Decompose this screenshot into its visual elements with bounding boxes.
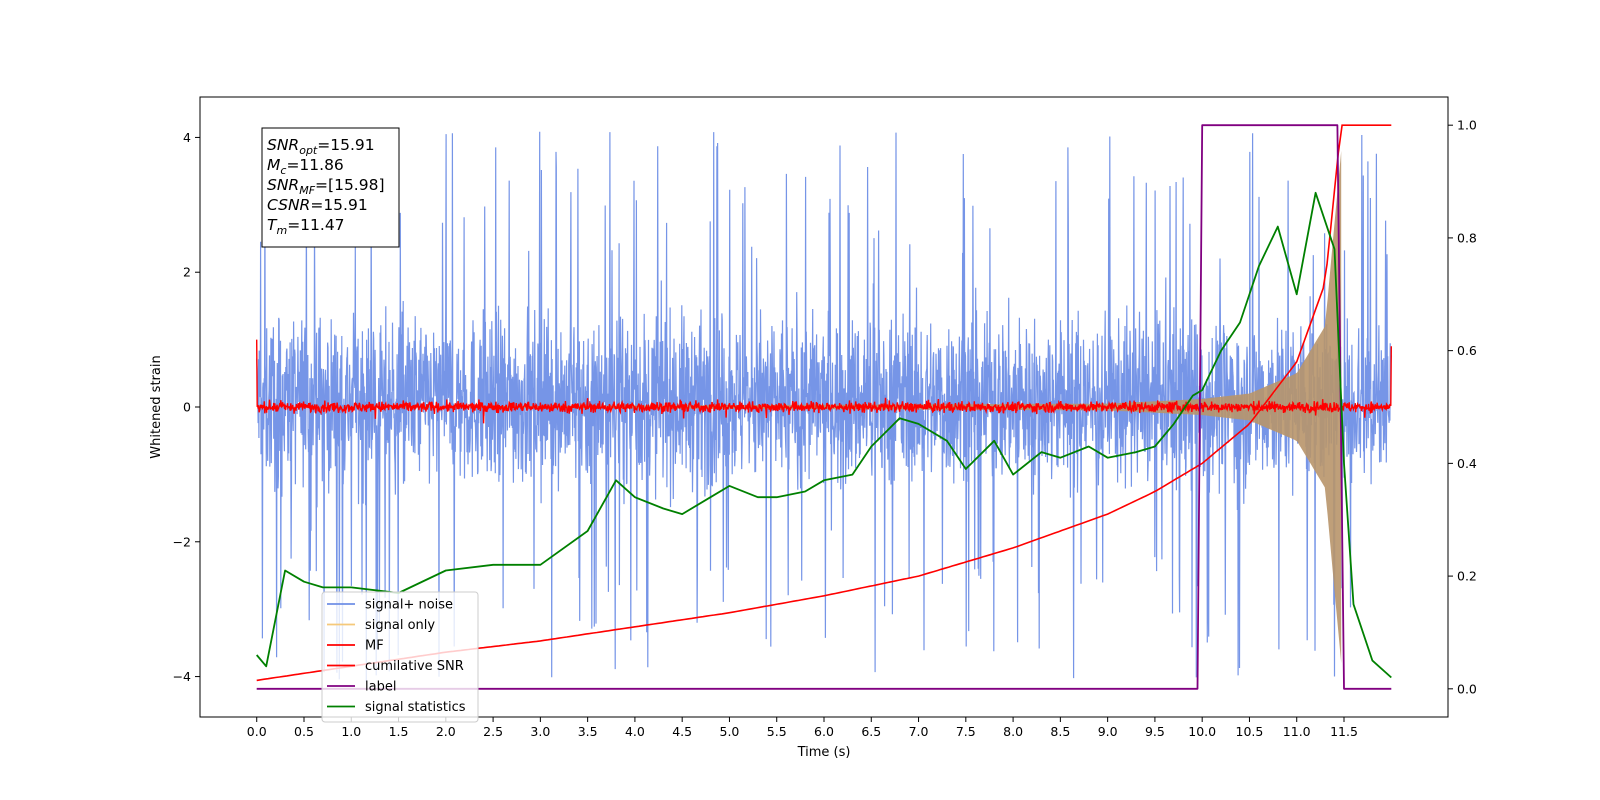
x-tick-label: 11.5 xyxy=(1330,724,1358,739)
info-box: SNRopt=15.91Mc=11.86SNRMF=[15.98]CSNR=15… xyxy=(261,127,400,248)
x-tick-label: 6.5 xyxy=(861,724,881,739)
x-tick-label: 4.5 xyxy=(672,724,692,739)
y-right-tick-label: 0.2 xyxy=(1457,569,1477,584)
x-tick-label: 11.0 xyxy=(1283,724,1311,739)
info-line: Mc=11.86 xyxy=(267,156,344,177)
info-subscript: c xyxy=(280,164,286,177)
x-tick-label: 9.0 xyxy=(1098,724,1118,739)
info-symbol: SNR xyxy=(267,176,299,194)
series-signal-noise xyxy=(256,131,1392,682)
info-value: =[15.98] xyxy=(315,176,384,194)
info-symbol: M xyxy=(267,156,280,174)
x-tick-label: 5.0 xyxy=(720,724,740,739)
y-right-tick-label: 0.0 xyxy=(1457,681,1477,696)
info-symbol: T xyxy=(267,216,278,234)
y-right-tick-label: 0.6 xyxy=(1457,343,1477,358)
y-axis-left: −4 −2 0 2 4 xyxy=(173,130,200,684)
info-symbol: SNR xyxy=(267,136,299,154)
legend-entry: signal+ noise xyxy=(365,598,453,613)
y-right-tick-label: 1.0 xyxy=(1457,118,1477,133)
info-value: =15.91 xyxy=(310,196,367,214)
x-tick-label: 4.0 xyxy=(625,724,645,739)
x-tick-label: 6.0 xyxy=(814,724,834,739)
y-axis-left-label: Whitened strain xyxy=(149,355,164,458)
series-mf xyxy=(256,339,1392,424)
info-line: CSNR=15.91 xyxy=(267,196,368,214)
info-subscript: opt xyxy=(299,144,318,157)
info-line: Tm=11.47 xyxy=(267,216,345,237)
y-left-tick-label: 2 xyxy=(183,265,191,280)
x-tick-label: 0.0 xyxy=(247,724,267,739)
x-tick-label: 5.5 xyxy=(767,724,787,739)
info-symbol: CSNR xyxy=(267,196,310,214)
x-tick-label: 9.5 xyxy=(1145,724,1165,739)
x-tick-label: 3.5 xyxy=(578,724,598,739)
legend-entry: label xyxy=(365,680,396,695)
x-tick-label: 7.0 xyxy=(909,724,929,739)
x-tick-label: 10.0 xyxy=(1188,724,1216,739)
x-axis: 0.0 0.5 1.0 1.5 2.0 2.5 3.0 3.5 4.0 4.5 5.0 5.5 6.0 6… xyxy=(247,717,1358,739)
y-axis-right: 0.0 0.2 0.4 0.6 0.8 1.0 xyxy=(1448,118,1477,696)
y-right-tick-label: 0.4 xyxy=(1457,456,1477,471)
x-tick-label: 8.0 xyxy=(1003,724,1023,739)
info-line: SNRopt=15.91 xyxy=(267,136,375,157)
series-signal-statistics xyxy=(256,191,1392,679)
info-subscript: MF xyxy=(299,184,315,197)
info-line: SNRMF=[15.98] xyxy=(267,176,385,197)
legend-entry: signal only xyxy=(365,618,435,633)
series-label xyxy=(256,124,1392,690)
x-tick-label: 1.5 xyxy=(389,724,409,739)
legend-frame xyxy=(321,591,479,723)
x-tick-label: 2.5 xyxy=(483,724,503,739)
y-left-tick-label: −2 xyxy=(173,534,191,549)
info-value: =11.86 xyxy=(286,156,343,174)
y-right-tick-label: 0.8 xyxy=(1457,230,1477,245)
legend: signal+ noise signal only MF cumilative SNR… xyxy=(321,591,479,723)
legend-entry: MF xyxy=(365,639,384,654)
info-subscript: m xyxy=(276,224,287,237)
legend-entry: cumilative SNR xyxy=(365,659,464,674)
legend-entry: signal statistics xyxy=(365,700,466,715)
info-value: =11.47 xyxy=(287,216,344,234)
x-tick-label: 8.5 xyxy=(1050,724,1070,739)
y-left-tick-label: 0 xyxy=(183,400,191,415)
x-axis-label: Time (s) xyxy=(797,745,851,760)
x-tick-label: 10.5 xyxy=(1236,724,1264,739)
y-left-tick-label: −4 xyxy=(173,669,191,684)
info-box-frame xyxy=(261,127,400,248)
info-value: =15.91 xyxy=(317,136,374,154)
y-left-tick-label: 4 xyxy=(183,130,191,145)
x-tick-label: 3.0 xyxy=(530,724,550,739)
x-tick-label: 0.5 xyxy=(294,724,314,739)
x-tick-label: 1.0 xyxy=(341,724,361,739)
x-tick-label: 7.5 xyxy=(956,724,976,739)
x-tick-label: 2.0 xyxy=(436,724,456,739)
